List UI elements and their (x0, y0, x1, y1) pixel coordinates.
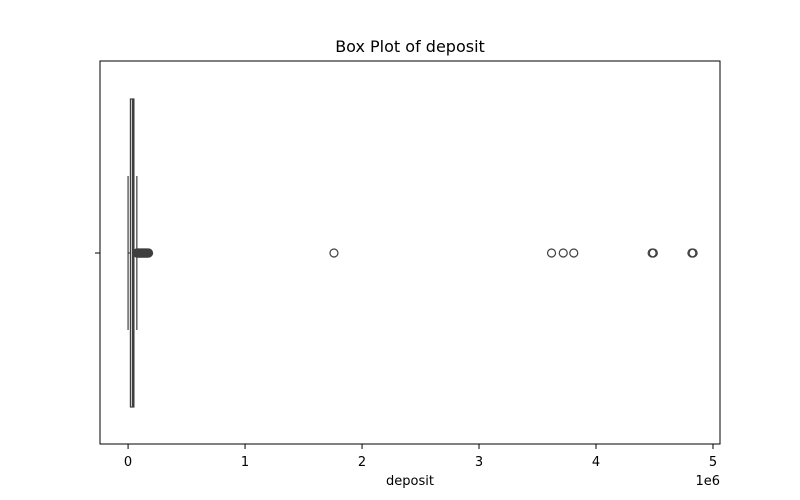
outlier-point (143, 248, 154, 258)
x-tick-label: 1 (241, 455, 249, 470)
x-tick-label: 4 (592, 455, 600, 470)
x-tick-label: 0 (124, 455, 132, 470)
x-axis-offset-label: 1e6 (695, 474, 720, 489)
outlier-point (558, 248, 568, 258)
x-axis-ticks: 0 1 2 3 4 5 (124, 444, 717, 470)
plot-area (127, 98, 698, 408)
x-tick-label: 2 (358, 455, 366, 470)
outlier-point (648, 248, 658, 258)
outlier-point (688, 248, 698, 258)
outlier-point (546, 248, 557, 258)
x-tick-label: 5 (709, 455, 717, 470)
outlier-point (569, 248, 579, 258)
x-axis-label: deposit (386, 474, 434, 489)
chart-title: Box Plot of deposit (335, 37, 485, 56)
x-tick-label: 3 (475, 455, 483, 470)
outlier-point (329, 248, 339, 258)
